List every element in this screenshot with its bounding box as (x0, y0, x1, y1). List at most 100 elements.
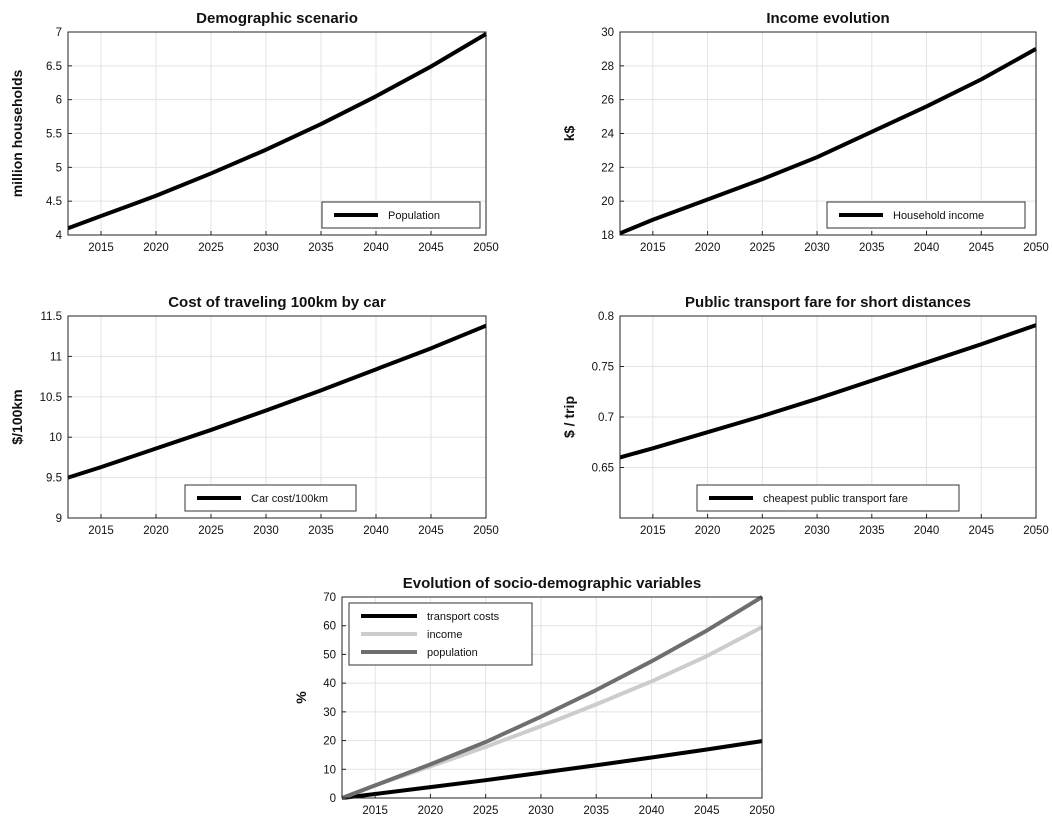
legend: Population (321, 201, 481, 229)
legend-label: population (427, 647, 478, 659)
x-tick-label: 2030 (804, 525, 830, 537)
y-tick-label: 70 (323, 592, 336, 604)
y-tick-label: 6.5 (46, 61, 62, 73)
x-tick-label: 2035 (308, 525, 334, 537)
x-tick-label: 2040 (363, 242, 389, 254)
x-tick-label: 2050 (1023, 242, 1049, 254)
y-tick-label: 11 (50, 351, 62, 363)
y-tick-label: 60 (323, 621, 336, 633)
x-tick-label: 2015 (362, 805, 388, 817)
y-tick-label: 4.5 (46, 196, 62, 208)
x-tick-label: 2035 (859, 242, 885, 254)
x-tick-label: 2025 (750, 242, 776, 254)
x-tick-label: 2045 (418, 242, 444, 254)
x-tick-label: 2020 (695, 242, 721, 254)
series-line-1 (67, 32, 488, 231)
y-tick-label: 9.5 (46, 473, 62, 485)
x-tick-label: 2020 (143, 242, 169, 254)
y-tick-label: 28 (601, 61, 614, 73)
x-tick-label: 2050 (473, 242, 499, 254)
series-line-3 (341, 595, 764, 800)
legend-label: Car cost/100km (251, 493, 328, 505)
y-tick-label: 20 (323, 736, 336, 748)
legend: Car cost/100km (184, 484, 357, 512)
series-line-1 (619, 47, 1037, 236)
y-axis-label: $/100km (9, 389, 25, 444)
x-tick-label: 2020 (143, 525, 169, 537)
chart-4: 2015 2020 2025 2030 2035 2040 2045 2050 0.65 0.7 0… (561, 294, 1049, 537)
y-tick-label: 20 (601, 196, 614, 208)
y-tick-label: 40 (323, 678, 336, 690)
legend-box (321, 201, 481, 229)
x-tick-label: 2020 (418, 805, 444, 817)
x-tick-label: 2040 (363, 525, 389, 537)
y-tick-label: 26 (601, 95, 614, 107)
x-tick-label: 2025 (198, 242, 224, 254)
legend: cheapest public transport fare (696, 484, 960, 512)
x-tick-label: 2030 (253, 242, 279, 254)
x-tick-label: 2050 (473, 525, 499, 537)
x-tick-label: 2035 (308, 242, 334, 254)
chart-title: Evolution of socio-demographic variables (403, 575, 701, 592)
x-tick-label: 2050 (1023, 525, 1049, 537)
y-tick-label: 30 (323, 707, 336, 719)
y-axis-label: $ / trip (561, 396, 577, 438)
x-tick-label: 2035 (859, 525, 885, 537)
legend-label: cheapest public transport fare (763, 493, 908, 505)
y-tick-label: 50 (323, 649, 336, 661)
x-tick-label: 2030 (528, 805, 554, 817)
x-tick-label: 2035 (583, 805, 609, 817)
chart-2: 2015 2020 2025 2030 2035 2040 2045 2050 18 20 22 24… (561, 10, 1049, 254)
x-tick-label: 2015 (88, 525, 114, 537)
y-tick-label: 22 (601, 162, 614, 174)
y-tick-label: 5 (56, 162, 62, 174)
y-tick-label: 11.5 (40, 311, 62, 323)
chart-title: Cost of traveling 100km by car (168, 294, 386, 311)
y-tick-label: 0.75 (592, 362, 614, 374)
x-tick-label: 2015 (640, 242, 666, 254)
plot-area (68, 316, 486, 518)
series-line-1 (341, 739, 763, 800)
chart-3: 2015 2020 2025 2030 2035 2040 2045 2050 9 9.5 10 10… (9, 294, 499, 537)
x-tick-label: 2030 (253, 525, 279, 537)
y-axis-label: k$ (561, 126, 577, 142)
chart-title: Public transport fare for short distance… (685, 294, 971, 311)
chart-title: Income evolution (766, 10, 889, 27)
x-tick-label: 2030 (804, 242, 830, 254)
y-axis-label: % (293, 691, 309, 704)
y-tick-label: 10.5 (40, 392, 62, 404)
chart-5: 2015 2020 2025 2030 2035 2040 2045 205001020304… (293, 575, 775, 817)
x-tick-label: 2015 (640, 525, 666, 537)
y-tick-label: 0 (330, 793, 336, 805)
x-tick-label: 2025 (198, 525, 224, 537)
legend-label: Household income (893, 210, 984, 222)
x-tick-label: 2040 (914, 525, 940, 537)
y-tick-label: 7 (56, 27, 62, 39)
y-tick-label: 30 (601, 27, 614, 39)
y-tick-label: 18 (601, 230, 614, 242)
chart-title: Demographic scenario (196, 10, 358, 27)
y-tick-label: 4 (56, 230, 63, 242)
y-tick-label: 5.5 (46, 129, 62, 141)
series-line-1 (67, 323, 487, 480)
legend-box (348, 602, 533, 666)
y-tick-label: 9 (56, 513, 62, 525)
x-tick-label: 2025 (473, 805, 499, 817)
legend: transport costs income population (348, 602, 533, 666)
x-tick-label: 2045 (418, 525, 444, 537)
y-tick-label: 0.7 (598, 412, 614, 424)
y-tick-label: 24 (601, 129, 614, 141)
legend-label: Population (388, 210, 440, 222)
x-tick-label: 2040 (639, 805, 665, 817)
x-tick-label: 2050 (749, 805, 775, 817)
y-axis-label: million households (9, 70, 25, 198)
x-tick-label: 2045 (968, 242, 994, 254)
x-tick-label: 2015 (88, 242, 114, 254)
y-tick-label: 0.65 (592, 463, 614, 475)
x-tick-label: 2045 (968, 525, 994, 537)
axes-frame (67, 315, 487, 519)
y-tick-label: 6 (56, 95, 62, 107)
x-tick-label: 2045 (694, 805, 720, 817)
y-tick-label: 10 (49, 432, 62, 444)
